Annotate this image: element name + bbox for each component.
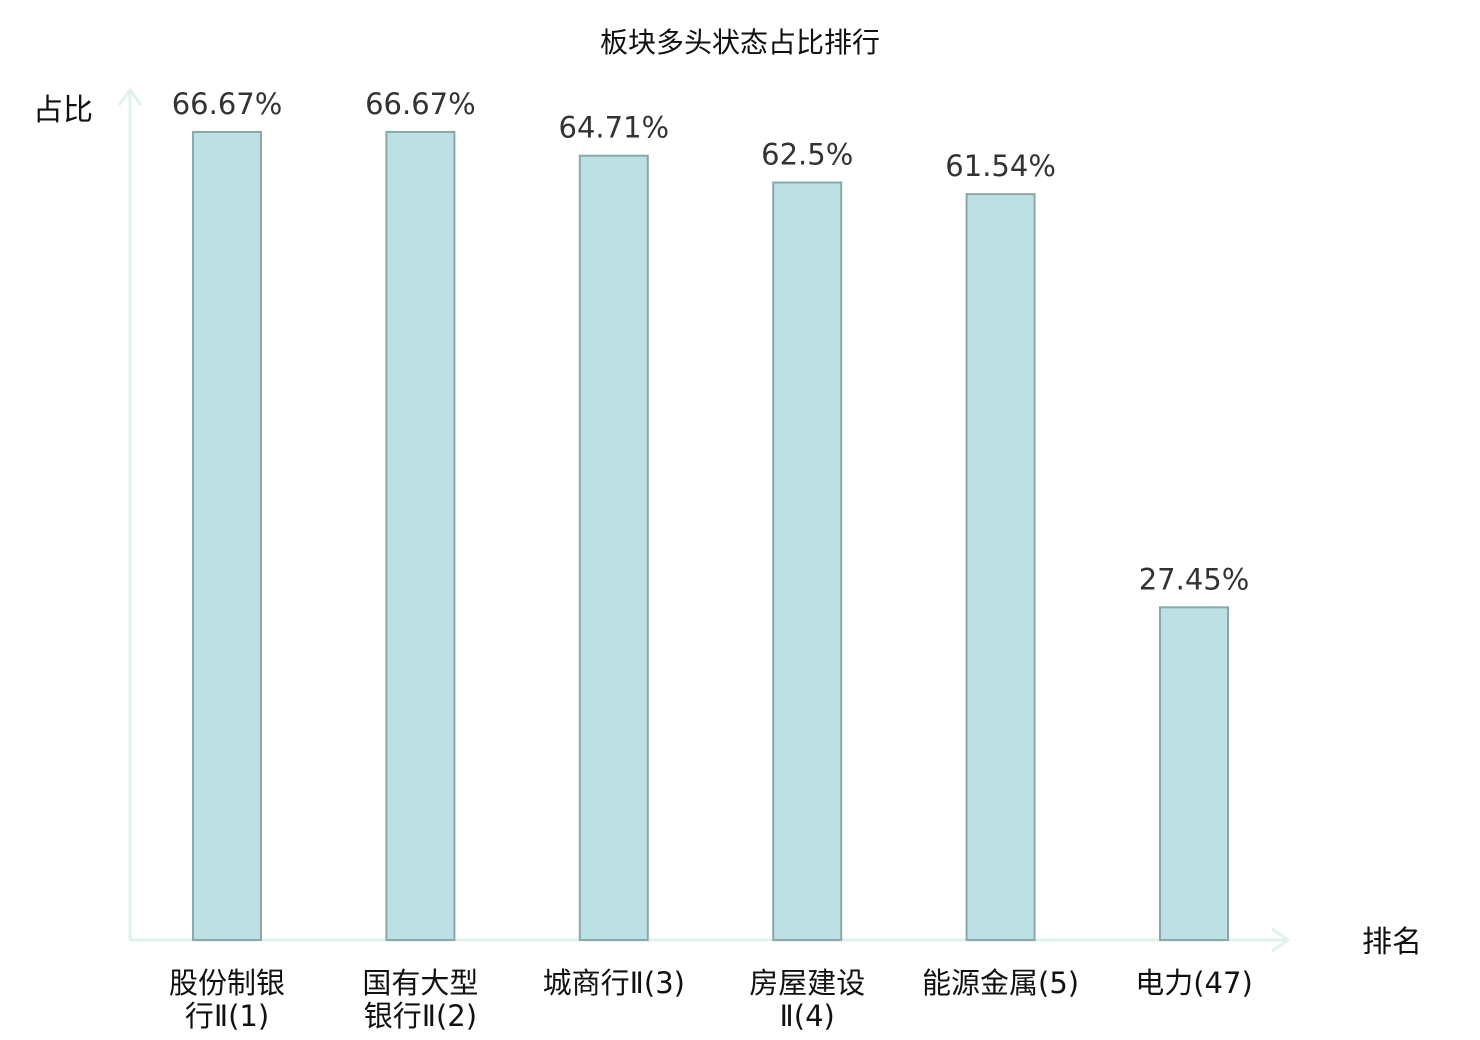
bar [1159, 606, 1229, 942]
bar [385, 130, 456, 941]
x-tick-label: 电力(47) [1135, 966, 1253, 1000]
bar-value-label: 61.54% [945, 149, 1056, 183]
y-axis-label: 占比 [33, 93, 93, 128]
x-axis-label: 排名 [1362, 925, 1422, 960]
category-labels: 股份制银行Ⅱ(1) 国有大型银行Ⅱ(2) 城商行Ⅱ(3) 房屋建设 Ⅱ(4) 能源金属(5… [169, 966, 1253, 1033]
y-axis-arrow [117, 87, 143, 106]
x-tick-label: 股份制银行Ⅱ(1) [169, 966, 285, 1033]
x-tick-label-line: 银行Ⅱ(2) [364, 999, 477, 1033]
x-tick-label-line: 股份制银 [169, 966, 285, 1000]
x-axis [130, 927, 1291, 953]
x-tick-label: 能源金属(5) [922, 966, 1079, 1000]
bar [192, 130, 262, 941]
bar [772, 181, 843, 941]
x-tick-label-line: 房屋建设 [749, 966, 865, 1000]
bar-series [192, 130, 1229, 942]
y-axis [117, 87, 143, 940]
x-tick-label: 国有大型银行Ⅱ(2) [362, 966, 478, 1033]
chart-title: 板块多头状态占比排行 [600, 26, 880, 59]
bar-value-label: 66.67% [365, 87, 476, 121]
x-tick-label-line: 行Ⅱ(1) [185, 999, 269, 1033]
x-tick-label: 城商行Ⅱ(3) [543, 966, 685, 1000]
bar-value-label: 62.5% [761, 138, 853, 172]
x-axis-arrow [1271, 927, 1291, 953]
bar-value-label: 64.71% [559, 111, 670, 145]
bar [578, 154, 649, 942]
bar-value-label: 27.45% [1139, 562, 1250, 596]
x-tick-label-line: Ⅱ(4) [780, 999, 835, 1033]
bar [965, 193, 1036, 941]
x-tick-label-line: 城商行Ⅱ(3) [543, 966, 685, 1000]
x-tick-label-line: 电力(47) [1135, 966, 1253, 1000]
x-tick-label-line: 能源金属(5) [922, 966, 1079, 1000]
bar-value-label: 66.67% [172, 87, 283, 121]
x-tick-label-line: 国有大型 [362, 966, 478, 1000]
x-tick-label: 房屋建设 Ⅱ(4) [749, 966, 865, 1033]
value-labels: 66.67% 66.67% 64.71% 62.5% 61.54% 27.45% [172, 87, 1250, 596]
